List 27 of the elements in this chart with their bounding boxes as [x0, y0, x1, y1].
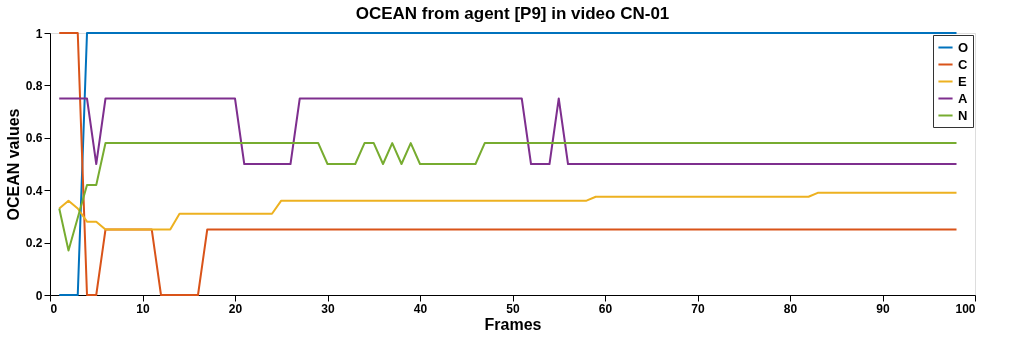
legend-label: A [958, 90, 968, 106]
legend-label: O [958, 39, 969, 55]
x-tick-label: 0 [50, 301, 58, 316]
x-tick-label: 40 [413, 301, 428, 316]
x-tick-label: 90 [876, 301, 890, 316]
x-tick-label: 100 [955, 301, 976, 316]
legend-label: E [958, 73, 967, 89]
y-tick-label: 0.6 [25, 131, 43, 146]
x-tick-label: 60 [598, 301, 613, 316]
chart-title: OCEAN from agent [P9] in video CN-01 [355, 4, 670, 23]
y-tick-label: 0.8 [25, 78, 43, 93]
line-series [58, 142, 958, 252]
line-series [58, 191, 958, 231]
y-tick-label: 0.4 [25, 183, 43, 198]
x-axis-title: Frames [484, 315, 542, 333]
x-tick-label: 80 [783, 301, 798, 316]
x-tick-label: 10 [136, 301, 150, 316]
x-tick-label: 50 [506, 301, 520, 316]
x-tick-label: 20 [228, 301, 243, 316]
x-tick-label: 30 [321, 301, 335, 316]
y-tick-label: 1 [35, 26, 43, 41]
y-axis-title: OCEAN values [4, 108, 22, 221]
legend-label: N [958, 107, 968, 123]
legend-label: C [958, 56, 968, 72]
x-tick-label: 70 [691, 301, 705, 316]
y-tick-label: 0 [35, 288, 43, 303]
y-tick-label: 0.2 [25, 236, 43, 251]
